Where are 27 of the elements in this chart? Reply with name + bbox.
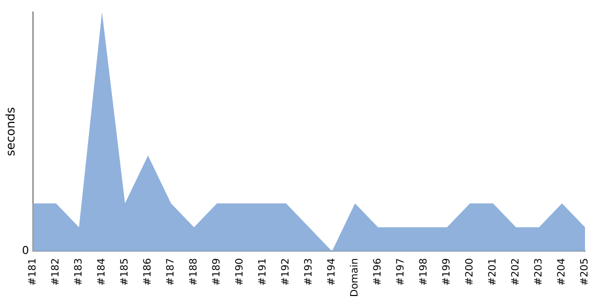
- x-tick-label: #187: [166, 258, 177, 286]
- x-tick-label: #181: [28, 258, 39, 286]
- x-tick-label: #197: [396, 258, 407, 286]
- x-tick-label: #182: [50, 258, 62, 286]
- x-tick-label: #185: [120, 258, 131, 286]
- x-tick-label: #183: [74, 258, 85, 286]
- x-tick-label: #186: [142, 258, 154, 286]
- x-tick-label: #191: [258, 258, 269, 286]
- x-tick-label: #205: [580, 258, 591, 286]
- x-tick-label: #190: [234, 258, 246, 286]
- x-tick-label: #196: [372, 258, 384, 286]
- x-tick-label: #202: [510, 258, 522, 286]
- x-tick-label: #198: [418, 258, 430, 286]
- x-tick-label: #184: [96, 258, 108, 286]
- y-axis-title: seconds: [3, 107, 18, 156]
- x-tick-label: #200: [464, 258, 476, 286]
- x-tick-label: Domain: [350, 258, 361, 298]
- text: 0: [22, 244, 29, 258]
- x-tick-label: #189: [212, 258, 223, 286]
- x-tick-label: #199: [442, 258, 453, 286]
- x-tick-label: #201: [488, 258, 499, 286]
- x-tick-label: #193: [304, 258, 315, 286]
- x-tick-label: #204: [556, 258, 568, 286]
- x-tick-label: #192: [280, 258, 292, 286]
- x-tick-label: #194: [326, 258, 338, 286]
- x-tick-label: #188: [188, 258, 200, 286]
- x-tick-label: #203: [534, 258, 545, 286]
